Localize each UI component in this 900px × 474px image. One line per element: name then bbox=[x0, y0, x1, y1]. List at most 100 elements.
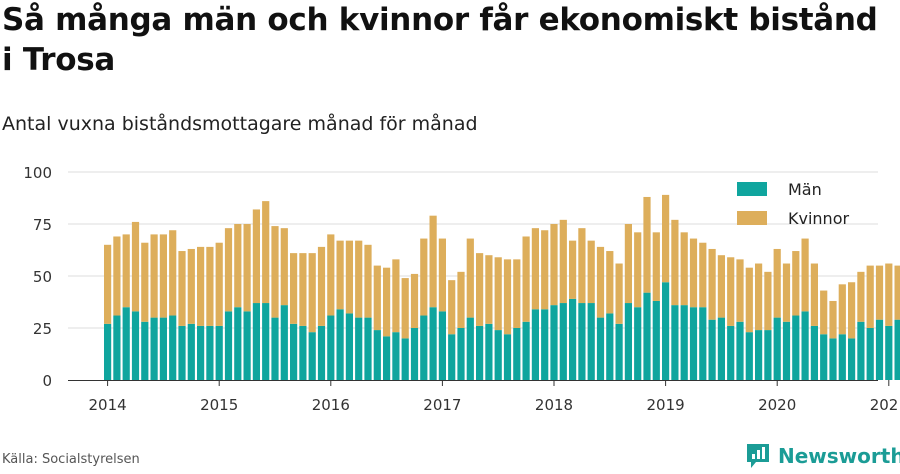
bar-man bbox=[290, 323, 298, 380]
bar-man bbox=[485, 323, 493, 380]
bar-kvinna bbox=[857, 271, 865, 322]
bar-man bbox=[215, 325, 223, 380]
bar-kvinna bbox=[550, 224, 558, 306]
bar-kvinna bbox=[457, 271, 465, 328]
bar-kvinna bbox=[466, 238, 474, 318]
x-tick-label: 2021 bbox=[870, 396, 900, 414]
bar-man bbox=[755, 330, 763, 380]
bar-man bbox=[476, 325, 484, 380]
bar-kvinna bbox=[234, 224, 242, 308]
bar-kvinna bbox=[364, 244, 372, 318]
bar-man bbox=[550, 305, 558, 380]
bar-kvinna bbox=[401, 278, 409, 339]
bar-man bbox=[420, 315, 428, 380]
bar-kvinna bbox=[243, 224, 251, 312]
bar-kvinna bbox=[671, 219, 679, 306]
bar-kvinna bbox=[810, 263, 818, 326]
bar-man bbox=[197, 325, 205, 380]
x-tick-label: 2016 bbox=[312, 396, 350, 414]
bar-kvinna bbox=[624, 224, 632, 304]
x-tick-label: 2017 bbox=[423, 396, 461, 414]
bar-kvinna bbox=[531, 228, 539, 310]
x-tick-label: 2014 bbox=[89, 396, 127, 414]
bar-man bbox=[708, 319, 716, 380]
bar-man bbox=[569, 298, 577, 380]
x-tick-label: 2018 bbox=[535, 396, 573, 414]
bar-kvinna bbox=[578, 228, 586, 304]
bar-kvinna bbox=[643, 196, 651, 293]
y-tick-label: 75 bbox=[33, 216, 52, 234]
bar-kvinna bbox=[848, 282, 856, 339]
bar-man bbox=[671, 305, 679, 380]
bar-man bbox=[410, 328, 419, 380]
bar-man bbox=[792, 315, 800, 380]
bar-man bbox=[308, 332, 316, 380]
bar-kvinna bbox=[336, 240, 344, 310]
y-tick-label: 50 bbox=[33, 268, 52, 286]
bar-kvinna bbox=[680, 232, 688, 306]
bar-man bbox=[596, 317, 605, 380]
y-tick-label: 25 bbox=[33, 320, 52, 338]
bar-man bbox=[727, 325, 735, 380]
bar-kvinna bbox=[355, 240, 363, 318]
bar-man bbox=[122, 307, 130, 380]
bar-kvinna bbox=[178, 251, 186, 326]
bar-kvinna bbox=[122, 234, 130, 308]
bar-kvinna bbox=[448, 280, 456, 335]
bar-kvinna bbox=[708, 248, 716, 320]
bar-man bbox=[187, 323, 195, 380]
bar-kvinna bbox=[215, 242, 223, 326]
bar-man bbox=[680, 305, 688, 380]
bar-kvinna bbox=[131, 221, 140, 312]
bar-kvinna bbox=[383, 267, 391, 337]
bar-kvinna bbox=[373, 265, 381, 331]
bar-kvinna bbox=[187, 248, 195, 324]
bar-man bbox=[355, 317, 363, 380]
bar-man bbox=[820, 334, 828, 380]
bar-man bbox=[457, 328, 465, 380]
bar-man bbox=[383, 336, 391, 380]
bar-man bbox=[885, 325, 893, 380]
bar-kvinna bbox=[894, 265, 900, 320]
bar-man bbox=[652, 300, 660, 380]
bar-man bbox=[364, 317, 372, 380]
bar-man bbox=[327, 315, 335, 380]
legend-swatch bbox=[737, 182, 767, 196]
bar-kvinna bbox=[485, 255, 493, 324]
bar-kvinna bbox=[736, 259, 744, 322]
bar-man bbox=[699, 307, 707, 380]
source-note: Källa: Socialstyrelsen bbox=[2, 452, 140, 467]
bar-kvinna bbox=[727, 257, 735, 326]
bar-kvinna bbox=[503, 259, 512, 335]
bar-man bbox=[541, 309, 549, 380]
bar-man bbox=[336, 309, 344, 380]
bar-man bbox=[662, 282, 670, 380]
bar-man bbox=[280, 305, 288, 380]
bar-kvinna bbox=[280, 228, 288, 306]
bar-man bbox=[848, 338, 856, 380]
newsworthy-logo-icon bbox=[747, 444, 769, 468]
bar-kvinna bbox=[206, 246, 214, 326]
bar-kvinna bbox=[717, 255, 725, 318]
bar-man bbox=[224, 311, 233, 380]
bar-man bbox=[736, 321, 744, 380]
bar-kvinna bbox=[773, 248, 781, 318]
bar-man bbox=[373, 330, 381, 380]
legend-swatch bbox=[737, 211, 767, 225]
bar-man bbox=[643, 292, 651, 380]
bar-man bbox=[466, 317, 474, 380]
bar-kvinna bbox=[782, 263, 791, 322]
bar-kvinna bbox=[606, 251, 614, 314]
bar-kvinna bbox=[689, 238, 698, 308]
bar-kvinna bbox=[308, 253, 316, 333]
bar-man bbox=[606, 313, 614, 380]
bar-man bbox=[401, 338, 409, 380]
bar-kvinna bbox=[252, 209, 260, 304]
bar-man bbox=[587, 303, 595, 380]
bar-kvinna bbox=[327, 234, 335, 316]
bar-man bbox=[243, 311, 251, 380]
bar-man bbox=[131, 311, 140, 380]
bar-kvinna bbox=[745, 267, 753, 333]
bar-kvinna bbox=[290, 253, 298, 324]
